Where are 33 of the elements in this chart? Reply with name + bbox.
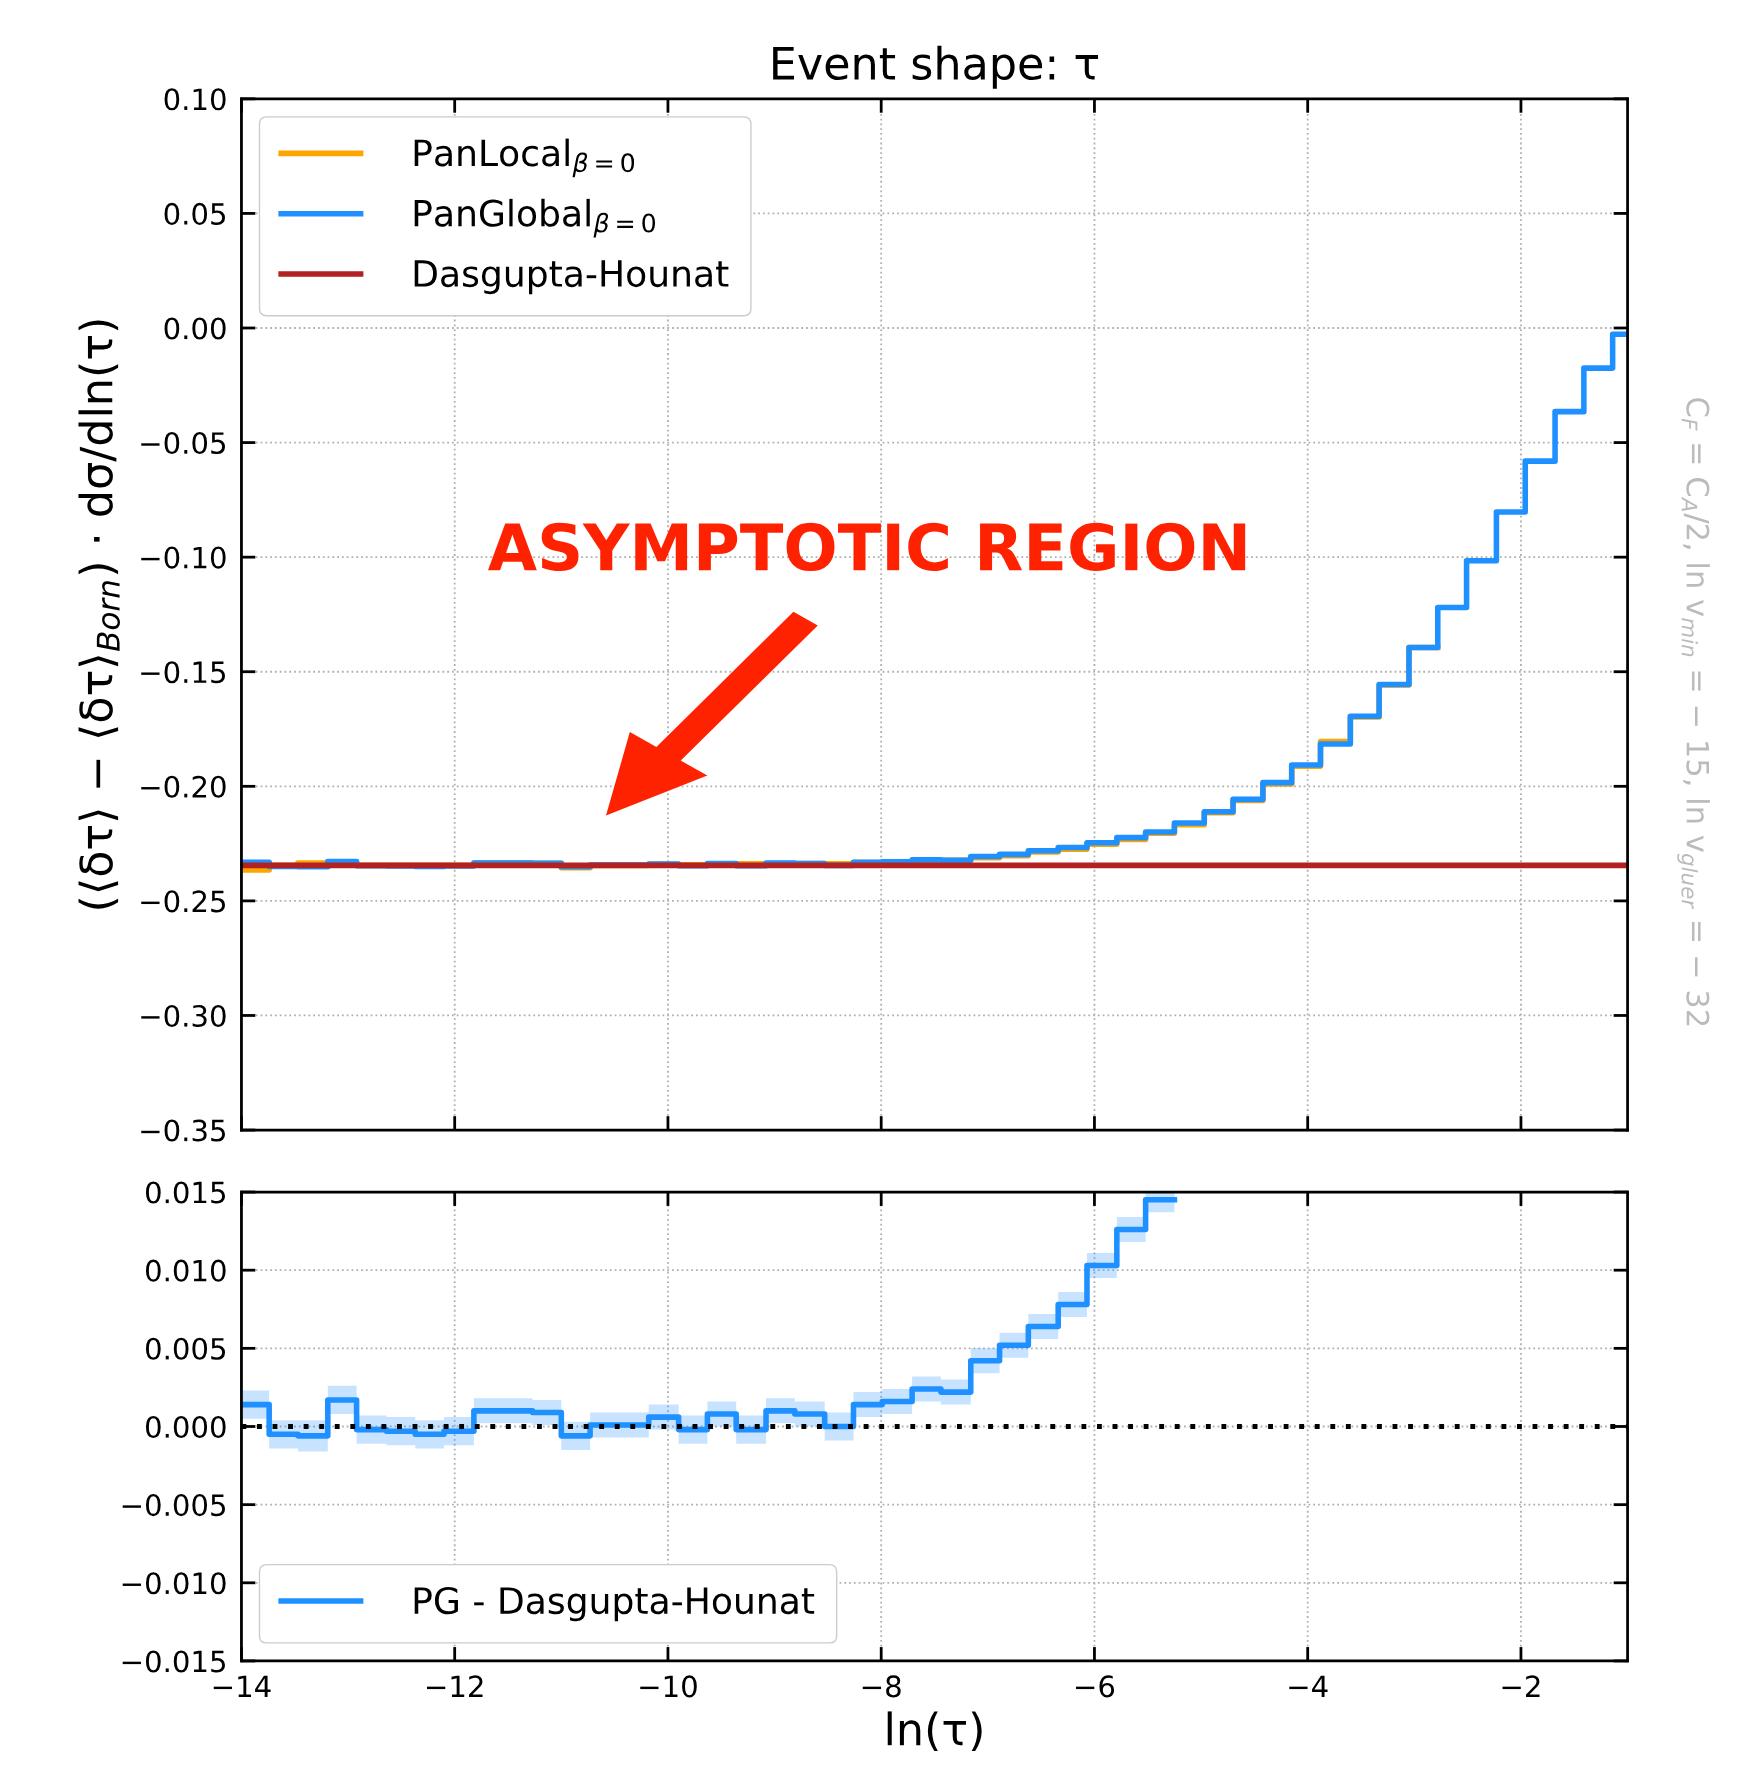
y-tick-label: 0.015 bbox=[145, 1181, 226, 1204]
y-tick-label: −0.15 bbox=[141, 661, 225, 684]
y-tick-label: −0.05 bbox=[141, 432, 225, 455]
y-tick-label: −0.005 bbox=[122, 1494, 225, 1517]
legend-label: Dasgupta-Hounat bbox=[414, 260, 729, 295]
y-tick-label: −0.25 bbox=[141, 890, 225, 913]
y-tick-label: −0.20 bbox=[141, 775, 226, 798]
y-tick-label: −0.35 bbox=[141, 1119, 225, 1142]
y-tick-label: 0.05 bbox=[164, 202, 226, 225]
x-tick-label: −14 bbox=[213, 1675, 271, 1698]
x-tick-label: −10 bbox=[640, 1675, 697, 1698]
y-tick-label: −0.30 bbox=[141, 1004, 226, 1027]
legend-label: PG - Dasgupta-Hounat bbox=[414, 1586, 815, 1622]
y-tick-label: −0.015 bbox=[122, 1650, 225, 1673]
legend-label: PanLocal$_{β=0}$ bbox=[414, 138, 635, 178]
y-tick-label: 0.10 bbox=[164, 88, 226, 111]
x-tick-label: −12 bbox=[427, 1675, 483, 1698]
x-tick-label: −8 bbox=[862, 1675, 901, 1698]
y-tick-label: 0.000 bbox=[145, 1415, 226, 1438]
y-tick-label: 0.005 bbox=[145, 1337, 226, 1360]
y-axis-title: (⟨δτ⟩ − ⟨δτ⟩$_{Born}$) · dσ/dln(τ) bbox=[78, 320, 120, 909]
x-tick-label: −2 bbox=[1502, 1675, 1540, 1698]
y-tick-label: −0.010 bbox=[122, 1572, 226, 1595]
x-tick-label: −6 bbox=[1076, 1675, 1115, 1698]
text: C$_{F}$ = C$_{A}$/2, ln v$_{min}$ = − 15, ln v$_{gluer}$ = − 32 bbox=[1677, 398, 1710, 1026]
legend-label: PanGlobal$_{β=0}$ bbox=[414, 198, 656, 238]
x-axis-title: ln(τ) bbox=[887, 1711, 982, 1752]
chart-title: Event shape: τ bbox=[773, 45, 1099, 89]
x-tick-label: −4 bbox=[1289, 1675, 1328, 1698]
y-tick-label: −0.10 bbox=[141, 546, 226, 569]
annotation: ASYMPTOTIC REGION bbox=[488, 522, 1246, 572]
y-tick-label: 0.010 bbox=[145, 1259, 226, 1282]
y-tick-label: 0.00 bbox=[164, 317, 226, 340]
